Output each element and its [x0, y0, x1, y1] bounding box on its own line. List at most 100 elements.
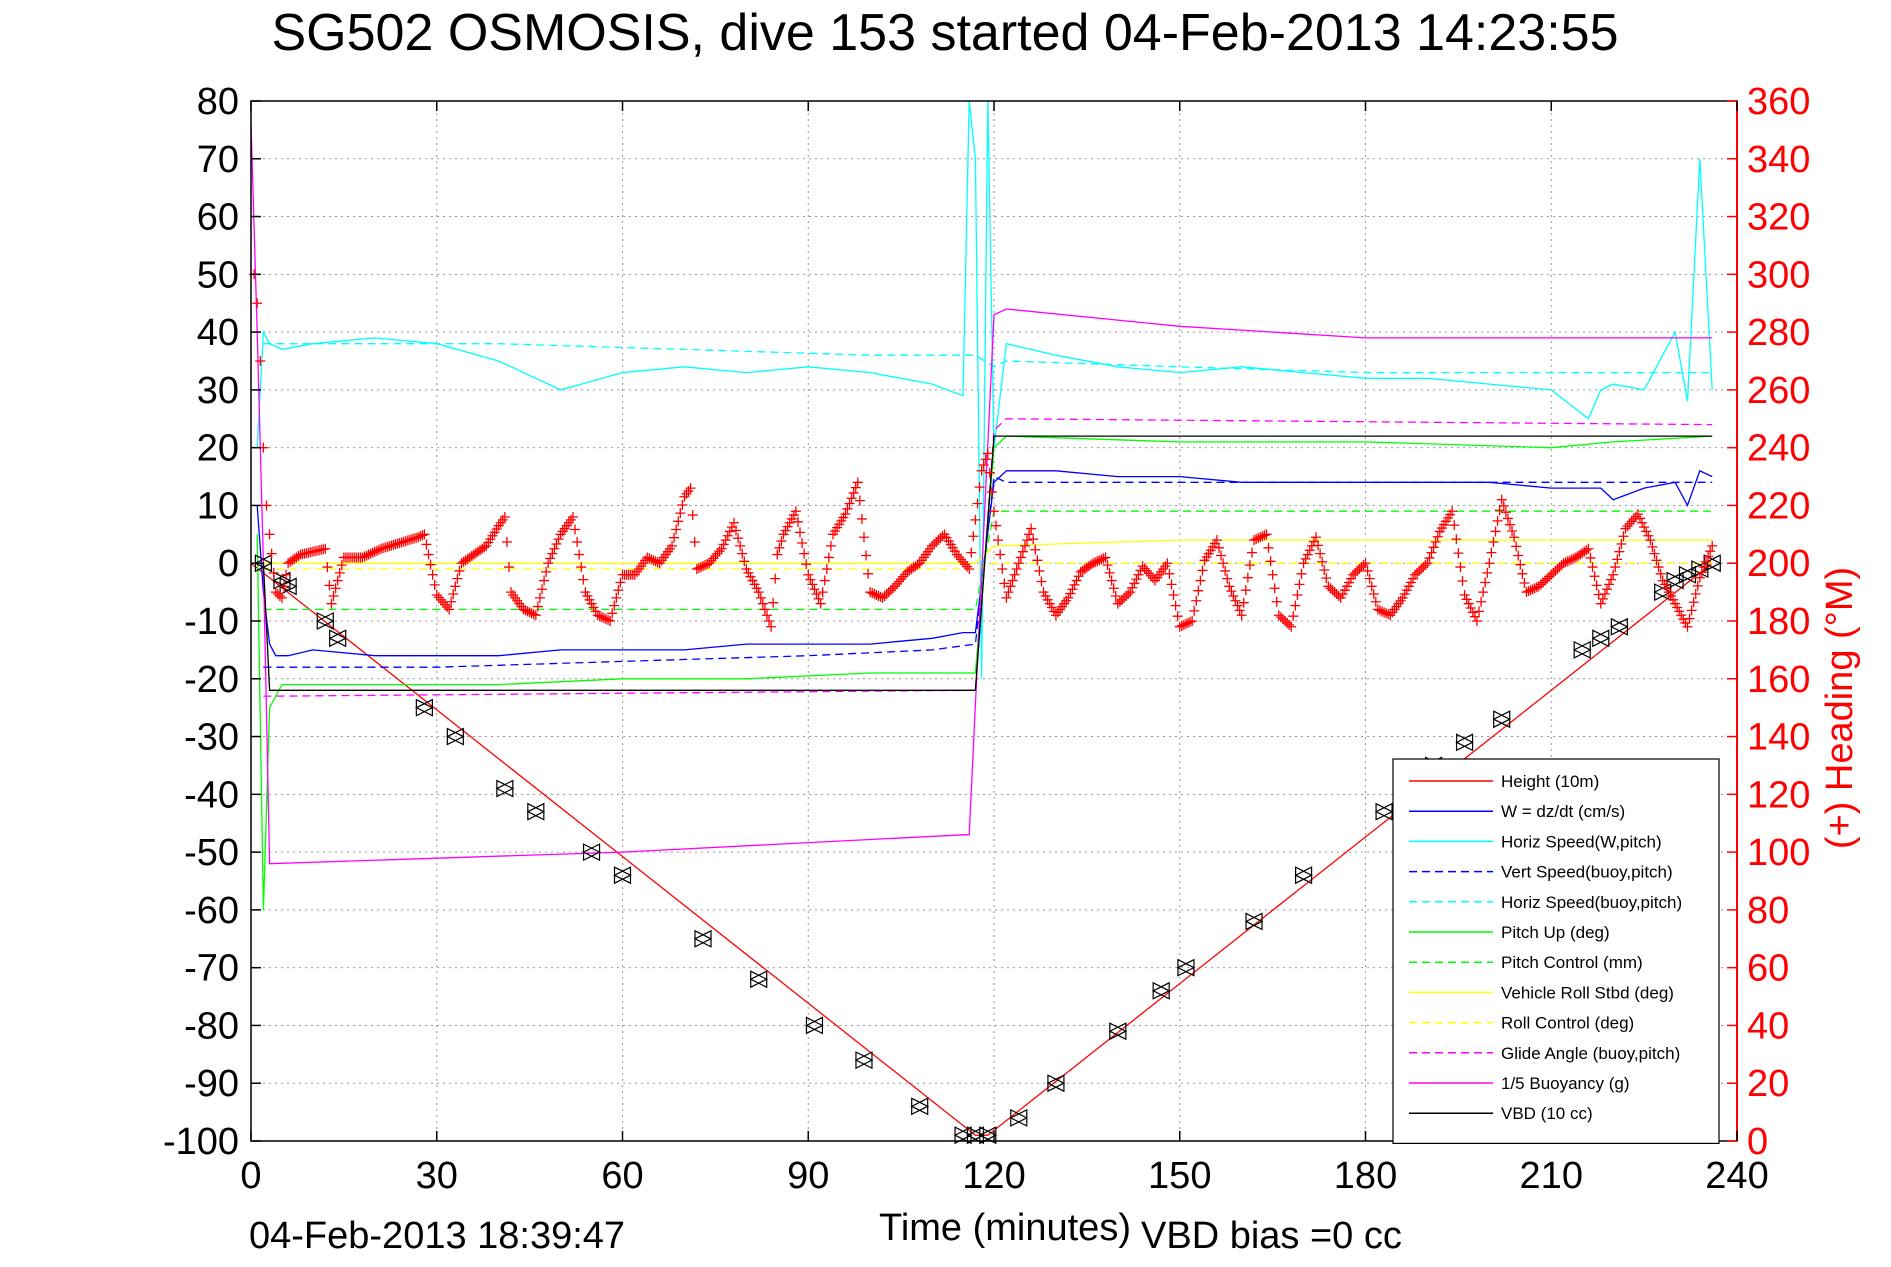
- heading-marker: [772, 549, 783, 560]
- vbd-marker-tri-left: [1591, 629, 1610, 648]
- x-tick-label: 120: [962, 1155, 1025, 1197]
- heading-marker: [869, 589, 880, 600]
- heading-marker: [1480, 577, 1491, 588]
- y-tick-label: 20: [197, 428, 239, 470]
- series-layer: [250, 100, 1713, 1136]
- heading-marker: [264, 529, 275, 540]
- heading-marker: [840, 509, 851, 520]
- heading-marker: [1139, 563, 1150, 574]
- heading-marker: [856, 513, 867, 524]
- heading-marker: [644, 553, 655, 564]
- vbd-marker-tri-left: [1046, 1074, 1065, 1093]
- chart-title: SG502 OSMOSIS, dive 153 started 04-Feb-2…: [271, 4, 1618, 62]
- vbd-marker-tri-left: [278, 577, 297, 596]
- heading-marker: [320, 543, 331, 554]
- heading-marker: [871, 590, 882, 600]
- heading-marker: [733, 533, 744, 544]
- heading-marker: [980, 454, 991, 465]
- heading-marker: [685, 483, 696, 494]
- vbd-marker: [805, 1016, 824, 1035]
- heading-marker: [1319, 564, 1330, 575]
- heading-marker: [600, 614, 611, 625]
- heading-marker: [1317, 556, 1328, 567]
- series-line: [256, 435, 1713, 910]
- heading-marker: [970, 514, 981, 525]
- heading-marker: [669, 532, 680, 543]
- heading-marker: [293, 551, 304, 561]
- heading-marker: [373, 544, 384, 555]
- heading-marker: [1643, 530, 1654, 541]
- x-tick-label: 90: [787, 1155, 829, 1197]
- vbd-marker: [582, 843, 601, 862]
- heading-marker: [1484, 558, 1495, 569]
- y-tick-label: -10: [184, 601, 239, 643]
- heading-marker: [1292, 590, 1303, 600]
- heading-marker: [766, 621, 777, 632]
- heading-marker: [1170, 600, 1181, 611]
- y2-tick-label: 340: [1747, 139, 1810, 181]
- heading-marker: [1102, 560, 1113, 571]
- y-tick-label: 30: [197, 370, 239, 412]
- heading-marker: [1290, 600, 1301, 611]
- heading-marker: [1637, 517, 1648, 528]
- vbd-marker: [1244, 912, 1264, 931]
- heading-marker: [1383, 609, 1394, 620]
- heading-marker: [1137, 561, 1148, 572]
- heading-marker: [1218, 558, 1229, 569]
- y-tick-label: -70: [184, 948, 239, 990]
- heading-marker: [1106, 575, 1117, 586]
- vbd-marker: [854, 1051, 874, 1070]
- vbd-marker: [1492, 710, 1512, 729]
- heading-marker: [677, 499, 688, 510]
- heading-marker: [825, 540, 836, 551]
- vbd-marker: [526, 802, 546, 821]
- heading-marker: [1696, 567, 1707, 578]
- vbd-marker-tri-left: [1244, 912, 1263, 931]
- heading-marker: [1471, 616, 1482, 626]
- heading-marker: [1517, 568, 1528, 579]
- heading-marker: [770, 573, 781, 584]
- heading-marker: [1028, 534, 1039, 545]
- heading-marker: [1370, 596, 1381, 607]
- heading-marker: [1461, 594, 1472, 605]
- heading-marker: [526, 608, 537, 619]
- vbd-marker-tri-left: [613, 866, 632, 885]
- vbd-marker-tri-left: [966, 1126, 985, 1145]
- heading-marker: [1174, 621, 1185, 632]
- heading-marker: [819, 575, 830, 586]
- heading-marker: [367, 547, 378, 558]
- heading-marker: [848, 487, 859, 498]
- heading-marker: [1474, 606, 1485, 617]
- heading-marker: [578, 574, 589, 585]
- heading-marker: [1626, 516, 1637, 527]
- heading-marker: [1655, 568, 1666, 579]
- vbd-marker: [966, 1126, 985, 1145]
- heading-marker: [761, 610, 772, 621]
- heading-marker: [1597, 593, 1608, 604]
- heading-marker: [706, 555, 717, 566]
- heading-marker: [757, 598, 768, 609]
- heading-marker: [937, 531, 948, 542]
- heading-marker: [268, 567, 279, 578]
- heading-marker: [1566, 554, 1577, 565]
- y2-tick-label: 280: [1747, 312, 1810, 354]
- heading-marker: [718, 539, 729, 550]
- heading-marker: [951, 549, 962, 560]
- heading-marker: [1527, 584, 1538, 595]
- heading-marker: [675, 508, 686, 519]
- heading-marker: [450, 581, 461, 592]
- heading-marker: [1333, 590, 1344, 601]
- heading-marker: [1426, 547, 1437, 558]
- heading-marker: [1374, 605, 1385, 616]
- y-tick-label: -40: [184, 774, 239, 816]
- heading-marker: [1581, 545, 1592, 556]
- heading-marker: [962, 561, 973, 572]
- heading-marker: [1096, 554, 1107, 565]
- heading-marker: [431, 590, 442, 600]
- heading-marker: [1496, 494, 1507, 505]
- heading-marker: [357, 552, 368, 563]
- heading-marker: [537, 584, 548, 595]
- heading-marker: [687, 510, 698, 521]
